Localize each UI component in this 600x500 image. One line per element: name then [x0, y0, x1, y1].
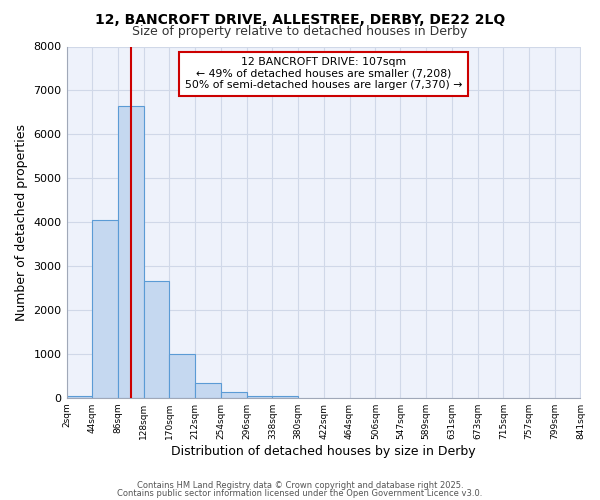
Bar [169, 354, 195, 398]
X-axis label: Distribution of detached houses by size in Derby: Distribution of detached houses by size … [171, 444, 476, 458]
Bar [92, 220, 118, 398]
Bar [118, 106, 144, 398]
Bar [272, 396, 298, 398]
Text: 12 BANCROFT DRIVE: 107sqm
← 49% of detached houses are smaller (7,208)
50% of se: 12 BANCROFT DRIVE: 107sqm ← 49% of detac… [185, 57, 462, 90]
Text: Contains public sector information licensed under the Open Government Licence v3: Contains public sector information licen… [118, 488, 482, 498]
Text: Contains HM Land Registry data © Crown copyright and database right 2025.: Contains HM Land Registry data © Crown c… [137, 481, 463, 490]
Bar [221, 392, 247, 398]
Bar [67, 396, 92, 398]
Bar [144, 282, 169, 398]
Y-axis label: Number of detached properties: Number of detached properties [15, 124, 28, 320]
Text: Size of property relative to detached houses in Derby: Size of property relative to detached ho… [133, 25, 467, 38]
Bar [195, 383, 221, 398]
Text: 12, BANCROFT DRIVE, ALLESTREE, DERBY, DE22 2LQ: 12, BANCROFT DRIVE, ALLESTREE, DERBY, DE… [95, 12, 505, 26]
Bar [247, 396, 272, 398]
